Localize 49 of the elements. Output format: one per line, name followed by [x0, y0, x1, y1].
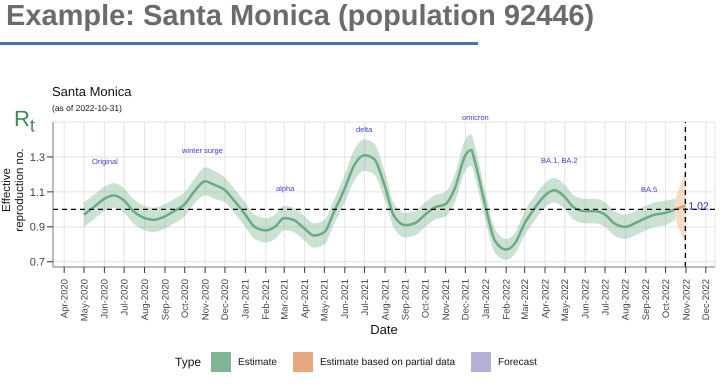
x-tick-label: Nov-2020 — [200, 279, 212, 320]
x-tick-label: Aug-2020 — [140, 279, 151, 320]
x-tick-label: Aug-2021 — [380, 279, 392, 320]
x-tick-label: Nov-2022 — [681, 279, 692, 320]
legend-label: Forecast — [498, 356, 537, 368]
x-tick-label: Jan-2021 — [240, 279, 252, 319]
x-tick-label: Nov-2021 — [440, 279, 452, 320]
legend-title: Type — [175, 355, 202, 369]
y-tick-label: 1.1 — [30, 186, 45, 199]
x-tick-label: Sep-2020 — [160, 279, 172, 320]
chart-title: Example: Santa Monica (population 92446) — [6, 0, 594, 33]
x-tick-label: Dec-2021 — [460, 279, 472, 320]
x-tick-label: Mar-2022 — [520, 279, 531, 320]
y-tick-label: 0.7 — [30, 256, 45, 269]
x-tick-label: Feb-2022 — [502, 279, 513, 320]
x-tick-label: May-2021 — [320, 279, 331, 322]
x-tick-label: Aug-2022 — [620, 279, 632, 320]
text: (as of 2022-10-31) — [52, 103, 122, 113]
legend-label: Estimate based on partial data — [320, 356, 456, 368]
x-tick-label: Jan-2022 — [481, 279, 492, 319]
x-tick-label: Jul-2020 — [119, 279, 130, 316]
x-tick-label: Dec-2020 — [220, 279, 232, 320]
y-axis-title: Effective reproduction no. — [1, 147, 27, 234]
chart-subtitle: Santa Monica — [52, 84, 132, 99]
text: R$_{t}$ — [14, 106, 35, 136]
x-tick-label: Jun-2022 — [580, 279, 592, 319]
x-tick-label: Jul-2021 — [360, 279, 371, 316]
x-tick-label: Feb-2021 — [261, 279, 272, 320]
x-tick-label: Oct-2021 — [420, 279, 432, 318]
legend-label: Estimate — [238, 356, 277, 368]
x-tick-label: Jun-2020 — [100, 279, 111, 319]
y-tick-label: 1.3 — [30, 152, 45, 164]
x-tick-label: Apr-2020 — [60, 279, 71, 318]
x-axis-title: Date — [369, 322, 399, 337]
x-tick-label: Sep-2022 — [641, 279, 652, 320]
x-tick-label: Jun-2021 — [340, 279, 352, 319]
x-tick-label: May-2020 — [79, 279, 90, 322]
annotation: 1.02 — [688, 200, 709, 213]
x-tick-label: Apr-2022 — [540, 279, 552, 318]
y-tick-label: 0.9 — [30, 222, 45, 234]
line-series — [82, 148, 676, 251]
x-tick-label: Jul-2022 — [600, 279, 612, 316]
x-tick-label: May-2022 — [560, 279, 572, 322]
x-tick-label: Apr-2021 — [300, 279, 311, 318]
x-tick-label: Oct-2022 — [660, 279, 672, 318]
x-tick-label: Dec-2022 — [701, 279, 712, 320]
x-tick-label: Oct-2020 — [180, 279, 192, 318]
x-tick-label: Sep-2021 — [400, 279, 412, 320]
x-tick-label: Mar-2021 — [280, 279, 291, 320]
